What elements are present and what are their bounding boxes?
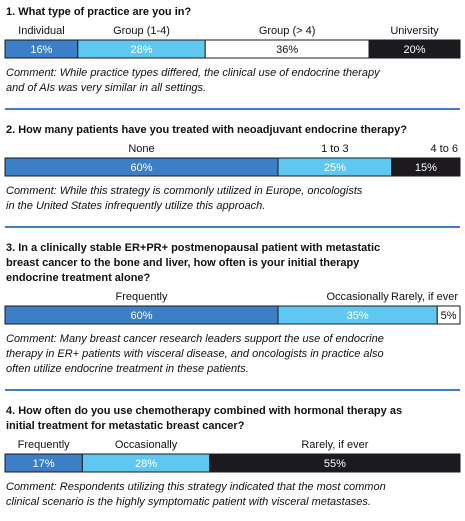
segment-name: Rarely, if ever bbox=[301, 439, 368, 451]
segment-value: 55% bbox=[324, 458, 346, 470]
question-title: initial treatment for metastatic breast … bbox=[6, 420, 245, 432]
bar-segment bbox=[436, 305, 461, 325]
question-title: 4. How often do you use chemotherapy com… bbox=[6, 405, 402, 417]
comment: Comment: While this strategy is commonly… bbox=[6, 185, 363, 197]
comment: Comment: While practice types differed, … bbox=[6, 67, 381, 79]
comment: clinical scenario is the highly symptoma… bbox=[6, 496, 371, 508]
segment-value: 16% bbox=[30, 44, 52, 56]
segment-value: 35% bbox=[347, 310, 369, 322]
segment-value: 25% bbox=[324, 162, 346, 174]
segment-value: 60% bbox=[130, 310, 152, 322]
comment: in the United States infrequently utiliz… bbox=[6, 200, 265, 212]
segment-name: Frequently bbox=[18, 439, 70, 451]
segment-name: University bbox=[390, 25, 439, 37]
segment-name: Occasionally bbox=[115, 439, 178, 451]
segment-name: 1 to 3 bbox=[321, 143, 349, 155]
comment: Comment: Many breast cancer research lea… bbox=[6, 333, 384, 345]
segment-name: 4 to 6 bbox=[430, 143, 458, 155]
bar-segment bbox=[368, 39, 461, 59]
question-title: 3. In a clinically stable ER+PR+ postmen… bbox=[6, 242, 380, 254]
segment-name: Occasionally bbox=[326, 291, 389, 303]
segment-value: 28% bbox=[130, 44, 152, 56]
segment-name: Group (1-4) bbox=[113, 25, 170, 37]
segment-value: 60% bbox=[130, 162, 152, 174]
segment-value: 36% bbox=[276, 44, 298, 56]
segment-name: Group (> 4) bbox=[259, 25, 316, 37]
bar-segment bbox=[391, 157, 461, 177]
question-title: endocrine treatment alone? bbox=[6, 272, 151, 284]
comment: and of AIs was very similar in all setti… bbox=[6, 82, 206, 94]
comment: therapy in ER+ patients with visceral di… bbox=[6, 348, 384, 360]
segment-value: 20% bbox=[403, 44, 425, 56]
bar-segment bbox=[209, 453, 461, 473]
segment-value: 28% bbox=[135, 458, 157, 470]
segment-name: None bbox=[128, 143, 154, 155]
segment-name: Individual bbox=[18, 25, 64, 37]
segment-name: Rarely, if ever bbox=[391, 291, 458, 303]
comment: Comment: Respondents utilizing this stra… bbox=[6, 481, 386, 493]
question-title: breast cancer to the bone and liver, how… bbox=[6, 257, 360, 269]
comment: often utilize endocrine treatment in the… bbox=[6, 363, 249, 375]
question-title: 1. What type of practice are you in? bbox=[6, 6, 191, 18]
segment-value: 15% bbox=[415, 162, 437, 174]
question-title: 2. How many patients have you treated wi… bbox=[6, 124, 407, 136]
segment-name: Frequently bbox=[116, 291, 168, 303]
segment-value: 17% bbox=[33, 458, 55, 470]
segment-value: 5% bbox=[441, 310, 457, 322]
